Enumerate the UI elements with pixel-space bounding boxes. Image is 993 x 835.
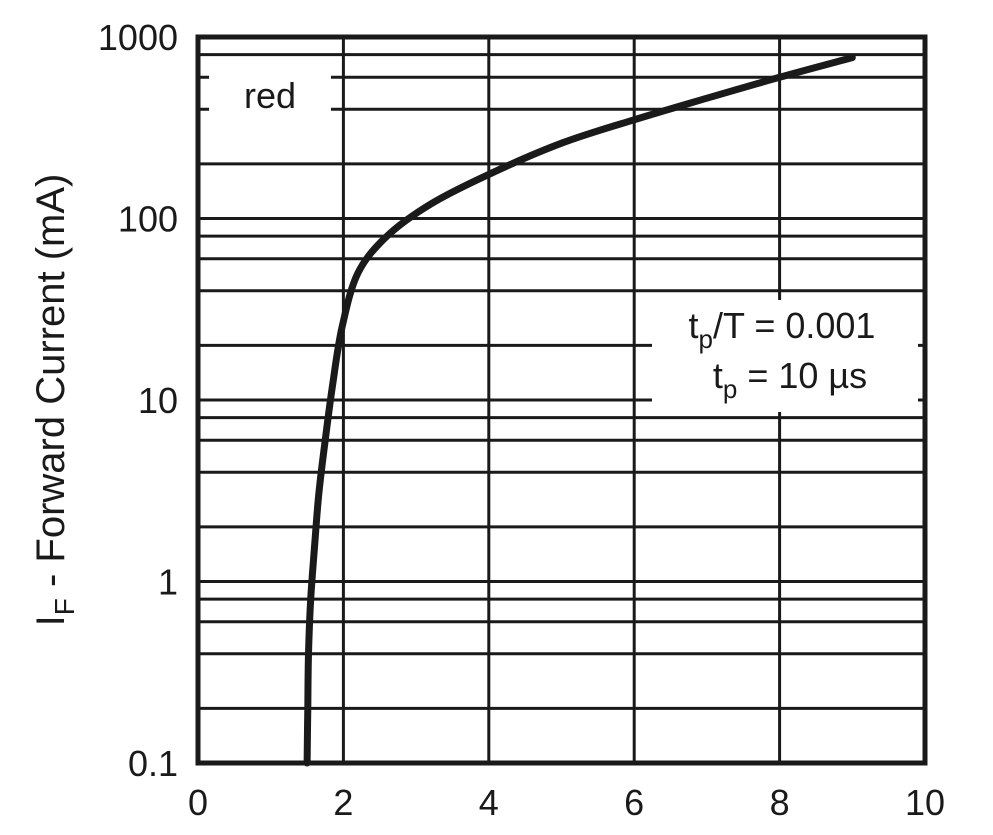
annotation-background xyxy=(652,300,918,412)
y-tick-label: 0.1 xyxy=(128,743,178,784)
tick-labels: 0 2 4 6 8 10 0.1 1 10 100 1000 xyxy=(98,17,945,823)
annotation-subscript: p xyxy=(723,374,737,404)
y-axis-title-symbol: I xyxy=(29,615,73,626)
y-tick-label: 1 xyxy=(158,562,178,603)
curve-layer xyxy=(303,54,856,767)
annotation-subscript: p xyxy=(699,324,713,354)
x-tick-label: 6 xyxy=(624,782,644,823)
x-tick-label: 8 xyxy=(770,782,790,823)
plot-border xyxy=(195,34,928,766)
plot-frame xyxy=(195,34,928,766)
x-tick-label: 0 xyxy=(188,782,208,823)
x-tick-label: 4 xyxy=(479,782,499,823)
y-axis-title: IF - Forward Current (mA) xyxy=(29,174,80,627)
annotation-t: t xyxy=(689,305,699,346)
forward-current-curve xyxy=(303,54,856,767)
y-tick-label: 1000 xyxy=(98,17,178,58)
annotation-duty-cycle: tp/T = 0.001 xyxy=(689,305,876,354)
x-tick-label: 10 xyxy=(905,782,945,823)
y-tick-label: 100 xyxy=(118,199,178,240)
legend-label-red: red xyxy=(244,75,296,116)
annotation-pulse-width: tp = 10 µs xyxy=(713,355,867,404)
y-axis-title-text: - Forward Current (mA) xyxy=(29,174,73,599)
annotation-rest: = 10 µs xyxy=(737,355,867,396)
legend-background xyxy=(209,68,331,128)
y-tick-label: 10 xyxy=(138,380,178,421)
annotation-box: tp/T = 0.001 tp = 10 µs xyxy=(652,300,918,412)
y-axis-title-subscript: F xyxy=(49,598,80,615)
legend: red xyxy=(209,68,331,128)
annotation-rest: /T = 0.001 xyxy=(713,305,875,346)
x-tick-label: 2 xyxy=(333,782,353,823)
annotation-t: t xyxy=(713,355,723,396)
